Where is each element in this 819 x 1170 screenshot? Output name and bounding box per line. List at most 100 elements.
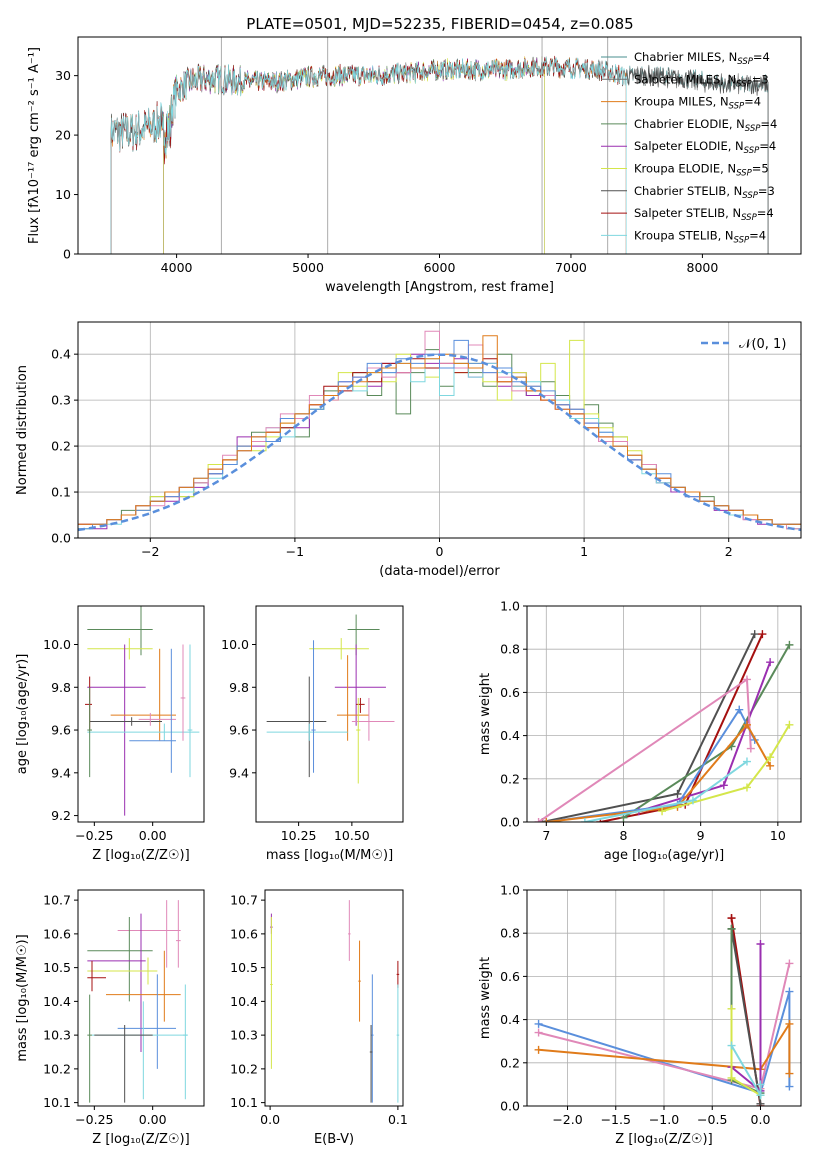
x-axis-label: mass [log₁₀(M/M☉)] <box>266 848 393 863</box>
x-tick-label: 0.00 <box>139 828 167 843</box>
panel-weight_vs_Z: −2.0 −1.5 −1.0 −0.5 0.0 0.0 0.2 0.4 0.6 0.8 1.0 Z [… <box>478 883 802 1147</box>
plot-area-weight_vs_Z <box>527 890 801 1106</box>
plot-area-residuals <box>78 322 801 538</box>
y-axis-label: Flux [fλ10⁻¹⁷ erg cm⁻² s⁻¹ A⁻¹] <box>27 47 42 244</box>
errorbar-point <box>180 644 186 741</box>
weight-marker <box>756 1099 765 1106</box>
legend-label: Chabrier STELIB, NSSP=3 <box>634 184 775 201</box>
panel-age_vs_mass: 10.25 10.50 9.4 9.6 9.8 10.0 mass [log₁₀(M/M☉)… <box>221 605 404 863</box>
spectrum-series-line <box>163 57 545 254</box>
errorbar-point <box>176 900 181 968</box>
errorbar-point <box>85 676 92 731</box>
errorbar-point <box>87 723 200 741</box>
weight-marker <box>785 959 794 968</box>
y-tick-label: 0.0 <box>51 531 71 546</box>
y-axis-label: Normed distribution <box>15 365 30 495</box>
y-tick-label: 9.4 <box>229 765 249 780</box>
panel-mass_vs_ebv: 0.0 0.1 10.1 10.2 10.3 10.4 10.5 10.6 10.7 E(B-V) <box>230 889 408 1147</box>
y-tick-label: 10.3 <box>230 1028 258 1043</box>
y-tick-label: 0 <box>63 247 71 262</box>
errorbar-point <box>89 717 162 726</box>
errorbar-point <box>129 648 176 773</box>
weight-series-line <box>546 707 756 822</box>
errorbar-point <box>396 960 400 988</box>
legend-label: Salpeter MILES, NSSP=3 <box>634 72 769 89</box>
weight-marker <box>727 1004 736 1013</box>
x-axis-label: E(B-V) <box>314 1132 354 1147</box>
x-tick-label: 0.0 <box>751 1112 771 1127</box>
x-tick-label: 8 <box>620 828 628 843</box>
errorbar-point <box>356 697 361 784</box>
y-tick-label: 10.4 <box>43 994 71 1009</box>
x-tick-label: 6000 <box>424 260 456 275</box>
y-tick-label: 0.1 <box>51 485 71 500</box>
errorbar-point <box>87 687 92 778</box>
weight-marker <box>719 781 728 790</box>
axes-frame-mass_vs_Z <box>77 889 205 1107</box>
y-tick-label: 10.0 <box>43 637 71 652</box>
y-tick-label: 10.2 <box>230 1061 258 1076</box>
plot-area-spectrum <box>110 37 769 254</box>
legend-label: Kroupa MILES, NSSP=4 <box>634 95 761 112</box>
y-tick-label: 0.3 <box>51 393 71 408</box>
x-tick-label: 0.0 <box>260 1112 280 1127</box>
errorbar-point <box>351 697 395 741</box>
y-tick-label: 0.2 <box>500 1055 520 1070</box>
y-tick-label: 10.4 <box>230 994 258 1009</box>
errorbar-point <box>138 712 176 726</box>
panel-mass_vs_Z: −0.25 0.00 10.1 10.2 10.3 10.4 10.5 10.6 10.7 Z [… <box>15 889 205 1147</box>
errorbar-point <box>87 606 153 656</box>
errorbar-point <box>270 917 273 1069</box>
plot-area-age_vs_Z <box>85 606 200 816</box>
errorbar-point <box>87 960 106 992</box>
y-tick-label: 10.6 <box>230 926 258 941</box>
spectrum-series-line <box>163 57 545 254</box>
y-tick-label: 10.5 <box>43 960 71 975</box>
weight-marker <box>785 720 794 729</box>
weight-marker <box>727 1073 736 1082</box>
x-axis-label: Z [log₁₀(Z/Z☉)] <box>615 1132 712 1147</box>
y-tick-label: 0.6 <box>500 685 520 700</box>
x-tick-label: 4000 <box>161 260 193 275</box>
y-axis-label: mass [log₁₀(M/M☉)] <box>15 934 30 1061</box>
y-tick-label: 10.7 <box>43 893 71 908</box>
plot-area-mass_vs_ebv <box>270 900 400 1103</box>
errorbar-point <box>396 984 400 1103</box>
weight-marker <box>580 818 589 822</box>
x-tick-label: 9 <box>697 828 705 843</box>
x-tick-label: −2 <box>141 544 159 559</box>
legend-label: Salpeter STELIB, NSSP=4 <box>634 206 774 223</box>
y-axis-label: mass weight <box>478 673 493 755</box>
errorbar-point <box>356 697 365 713</box>
errorbar-point <box>334 644 386 726</box>
weight-marker <box>673 789 682 798</box>
errorbar-point <box>87 917 153 1002</box>
weight-marker <box>785 640 794 649</box>
y-tick-label: 10.2 <box>43 1061 71 1076</box>
y-tick-label: 10.7 <box>230 893 258 908</box>
x-axis-label: Z [log₁₀(Z/Z☉)] <box>92 848 189 863</box>
y-tick-label: 10.0 <box>221 637 249 652</box>
weight-marker <box>742 720 751 729</box>
x-axis-label: (data-model)/error <box>379 564 500 579</box>
errorbar-point <box>94 1025 153 1103</box>
figure-title: PLATE=0501, MJD=52235, FIBERID=0454, z=0… <box>246 15 633 33</box>
x-axis-label: age [log₁₀(age/yr)] <box>604 848 725 863</box>
histogram-series <box>78 335 801 538</box>
weight-marker <box>785 1082 794 1091</box>
x-tick-label: −0.25 <box>75 1112 113 1127</box>
weight-marker <box>534 1019 543 1028</box>
errorbar-point <box>266 723 348 741</box>
errorbar-point <box>183 984 188 1100</box>
axes-frame-mass_vs_ebv <box>264 889 404 1107</box>
y-tick-label: 1.0 <box>500 883 520 898</box>
weight-marker <box>534 1028 543 1037</box>
x-axis-label: wavelength [Angstrom, rest frame] <box>325 280 554 295</box>
x-tick-label: 1 <box>580 544 588 559</box>
y-tick-label: 10.3 <box>43 1028 71 1043</box>
weight-marker <box>688 796 697 805</box>
weight-marker <box>727 1041 736 1050</box>
x-tick-label: 0.1 <box>388 1112 408 1127</box>
y-tick-label: 20 <box>55 128 71 143</box>
